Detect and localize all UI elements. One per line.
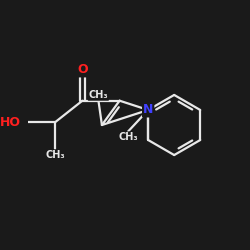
Text: CH₃: CH₃ bbox=[88, 90, 108, 100]
Text: O: O bbox=[77, 64, 88, 76]
Text: CH₃: CH₃ bbox=[118, 132, 138, 142]
Text: HO: HO bbox=[0, 116, 21, 129]
Text: N: N bbox=[143, 104, 153, 117]
Text: CH₃: CH₃ bbox=[46, 150, 65, 160]
